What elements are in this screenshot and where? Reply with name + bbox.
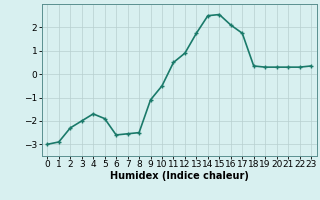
X-axis label: Humidex (Indice chaleur): Humidex (Indice chaleur) [110, 171, 249, 181]
